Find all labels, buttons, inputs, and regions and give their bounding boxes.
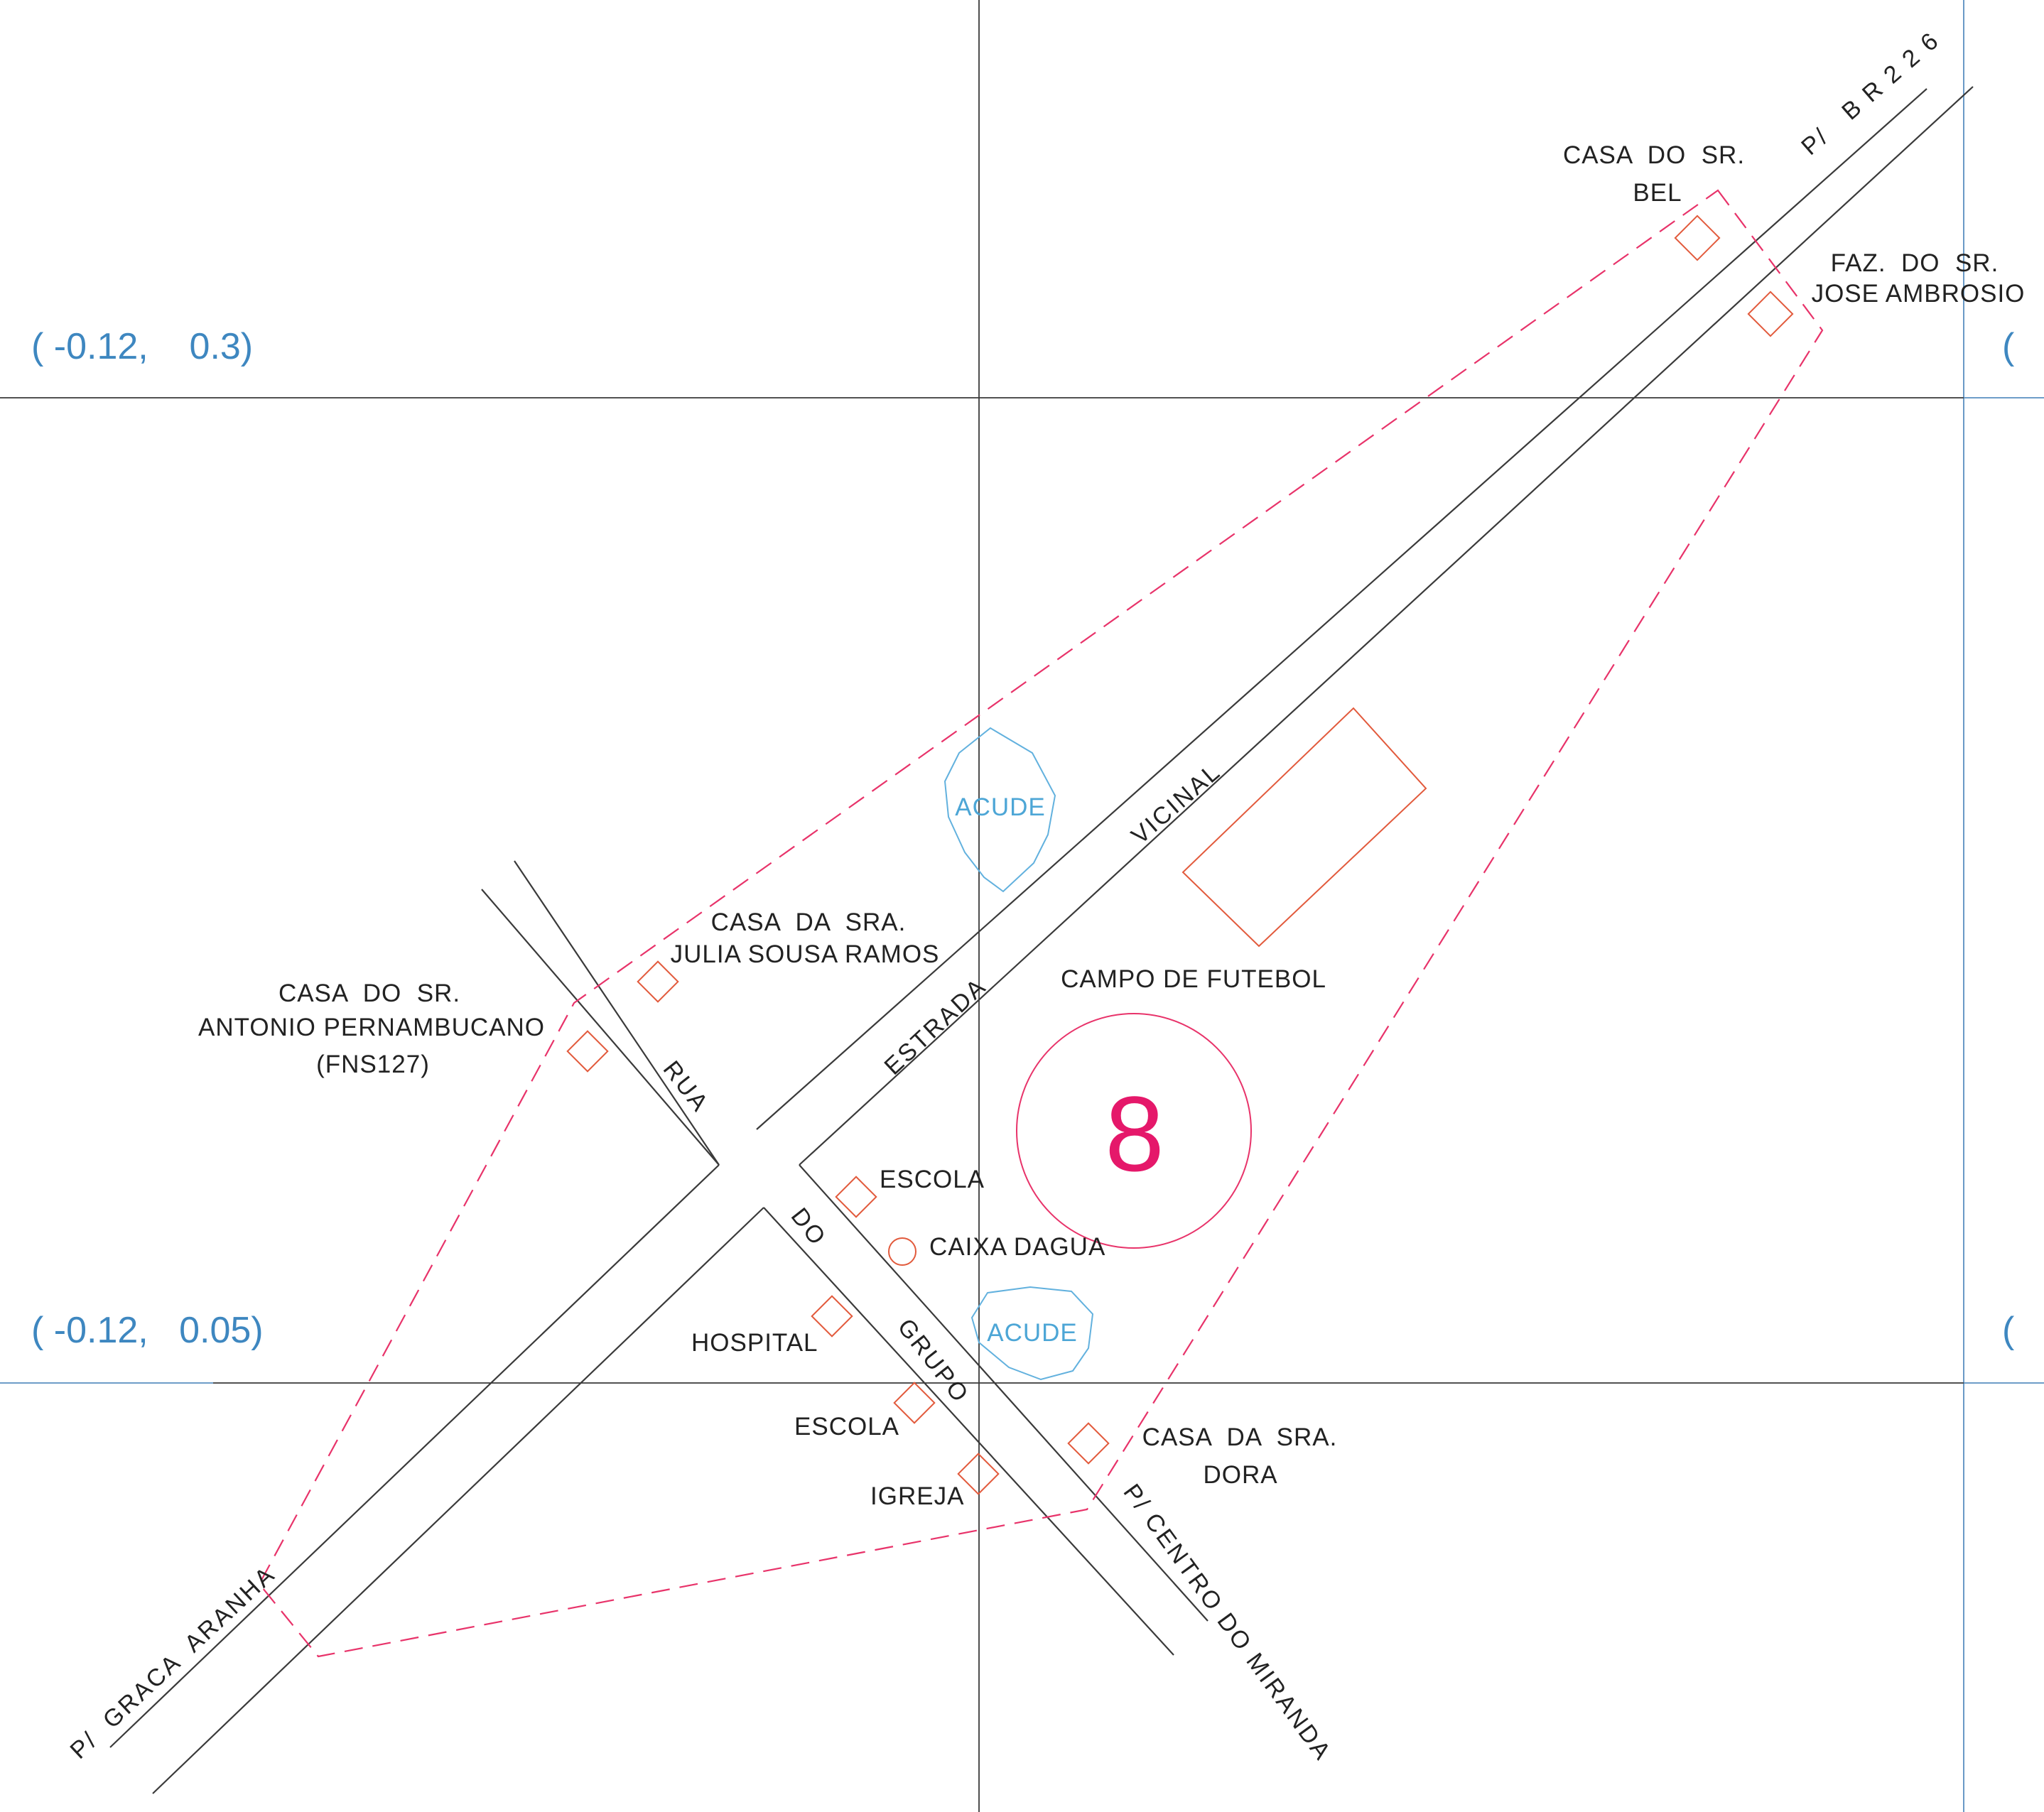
label-casa-dora-line1: CASA DA SRA. <box>1142 1423 1338 1451</box>
estrada-vicinal-road-edge-lower <box>799 86 1974 1166</box>
building-casa-dora <box>1067 1422 1110 1465</box>
label-casa-dora-line2: DORA <box>1203 1461 1277 1489</box>
building-igreja <box>957 1453 1000 1495</box>
label-casa-antonio-line2: ANTONIO PERNAMBUCANO <box>198 1014 545 1041</box>
label-caixa-dagua: CAIXA DAGUA <box>929 1233 1105 1261</box>
area-number: 8 <box>1105 1074 1164 1193</box>
estrada-vicinal-road-edge-upper <box>756 88 1927 1130</box>
building-escola-2 <box>893 1382 936 1424</box>
building-hospital <box>811 1295 853 1338</box>
label-acude-upper: ACUDE <box>955 793 1046 821</box>
label-escola-2: ESCOLA <box>794 1413 899 1441</box>
coordinate-label-upper-right: ( <box>2002 326 2015 367</box>
building-caixa-dagua <box>888 1237 916 1266</box>
building-casa-julia <box>637 960 679 1003</box>
area-marker-circle <box>1016 1013 1252 1249</box>
acude-pond-upper <box>943 727 1056 893</box>
graca-aranha-road-edge-upper <box>109 1164 720 1748</box>
rua-do-grupo-road-edge-upper-2 <box>481 889 720 1166</box>
coordinate-label-lower-right: ( <box>2002 1310 2015 1351</box>
road-label-graca-aranha: P/ GRACA ARANHA <box>65 1561 281 1764</box>
rua-do-grupo-road-edge-lower <box>799 1164 1208 1622</box>
road-label-centro-do-miranda: P/ CENTRO DO MIRANDA <box>1118 1479 1337 1766</box>
buildings <box>566 215 1794 1495</box>
label-casa-antonio-line3: (FNS127) <box>316 1051 430 1078</box>
area-boundary <box>258 189 1824 1658</box>
label-escola-1: ESCOLA <box>880 1166 985 1193</box>
graca-aranha-road-edge-lower <box>152 1207 764 1794</box>
rua-do-grupo-road-edge-lower-2 <box>763 1207 1174 1656</box>
label-faz-jose-line2: JOSE AMBROSIO <box>1812 280 2026 308</box>
building-escola-1 <box>835 1176 877 1218</box>
label-igreja: IGREJA <box>870 1482 964 1510</box>
road-label-do: DO <box>786 1203 832 1252</box>
acude-pond-lower <box>970 1286 1094 1381</box>
label-casa-julia-line2: JULIA SOUSA RAMOS <box>671 940 940 968</box>
label-campo-de-futebol: CAMPO DE FUTEBOL <box>1061 965 1326 993</box>
label-casa-julia-line1: CASA DA SRA. <box>711 908 907 936</box>
label-hospital: HOSPITAL <box>691 1329 818 1357</box>
rua-do-grupo-road-edge-upper <box>514 860 720 1166</box>
building-casa-bel <box>1674 215 1721 261</box>
building-faz-jose-ambrosio <box>1747 291 1794 337</box>
label-faz-jose-line1: FAZ. DO SR. <box>1831 249 1999 277</box>
road-label-vicinal: VICINAL <box>1126 758 1226 850</box>
label-casa-bel-line1: CASA DO SR. <box>1563 141 1745 169</box>
road-label-estrada: ESTRADA <box>880 972 993 1080</box>
coordinate-label-lower: ( -0.12, 0.05) <box>31 1310 264 1351</box>
building-casa-antonio <box>566 1030 609 1073</box>
campo-de-futebol-field <box>1181 707 1427 948</box>
coordinate-label-upper: ( -0.12, 0.3) <box>31 326 253 367</box>
label-casa-bel-line2: BEL <box>1633 179 1682 207</box>
label-casa-antonio-line1: CASA DO SR. <box>279 980 460 1007</box>
label-acude-lower: ACUDE <box>987 1319 1078 1347</box>
road-network <box>109 86 1974 1794</box>
